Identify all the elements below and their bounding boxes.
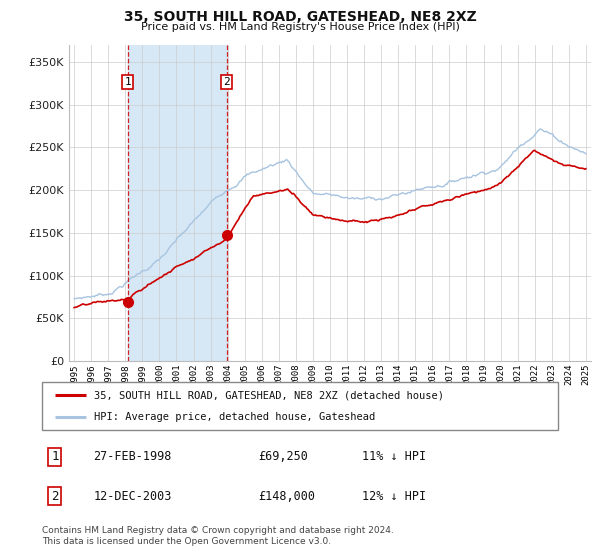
Text: 27-FEB-1998: 27-FEB-1998: [94, 450, 172, 464]
Text: 1: 1: [51, 450, 59, 464]
Text: Contains HM Land Registry data © Crown copyright and database right 2024.
This d: Contains HM Land Registry data © Crown c…: [42, 526, 394, 546]
Bar: [128, 45, 227, 361]
Text: £148,000: £148,000: [259, 489, 316, 503]
FancyBboxPatch shape: [42, 382, 558, 430]
Text: 12% ↓ HPI: 12% ↓ HPI: [362, 489, 426, 503]
Text: 2: 2: [223, 77, 230, 87]
Text: Price paid vs. HM Land Registry's House Price Index (HPI): Price paid vs. HM Land Registry's House …: [140, 22, 460, 32]
Text: £69,250: £69,250: [259, 450, 308, 464]
Text: 35, SOUTH HILL ROAD, GATESHEAD, NE8 2XZ: 35, SOUTH HILL ROAD, GATESHEAD, NE8 2XZ: [124, 10, 476, 24]
Text: 2: 2: [51, 489, 59, 503]
Text: 11% ↓ HPI: 11% ↓ HPI: [362, 450, 426, 464]
Text: 12-DEC-2003: 12-DEC-2003: [94, 489, 172, 503]
Text: 35, SOUTH HILL ROAD, GATESHEAD, NE8 2XZ (detached house): 35, SOUTH HILL ROAD, GATESHEAD, NE8 2XZ …: [94, 390, 443, 400]
Text: 1: 1: [124, 77, 131, 87]
Text: HPI: Average price, detached house, Gateshead: HPI: Average price, detached house, Gate…: [94, 412, 375, 422]
